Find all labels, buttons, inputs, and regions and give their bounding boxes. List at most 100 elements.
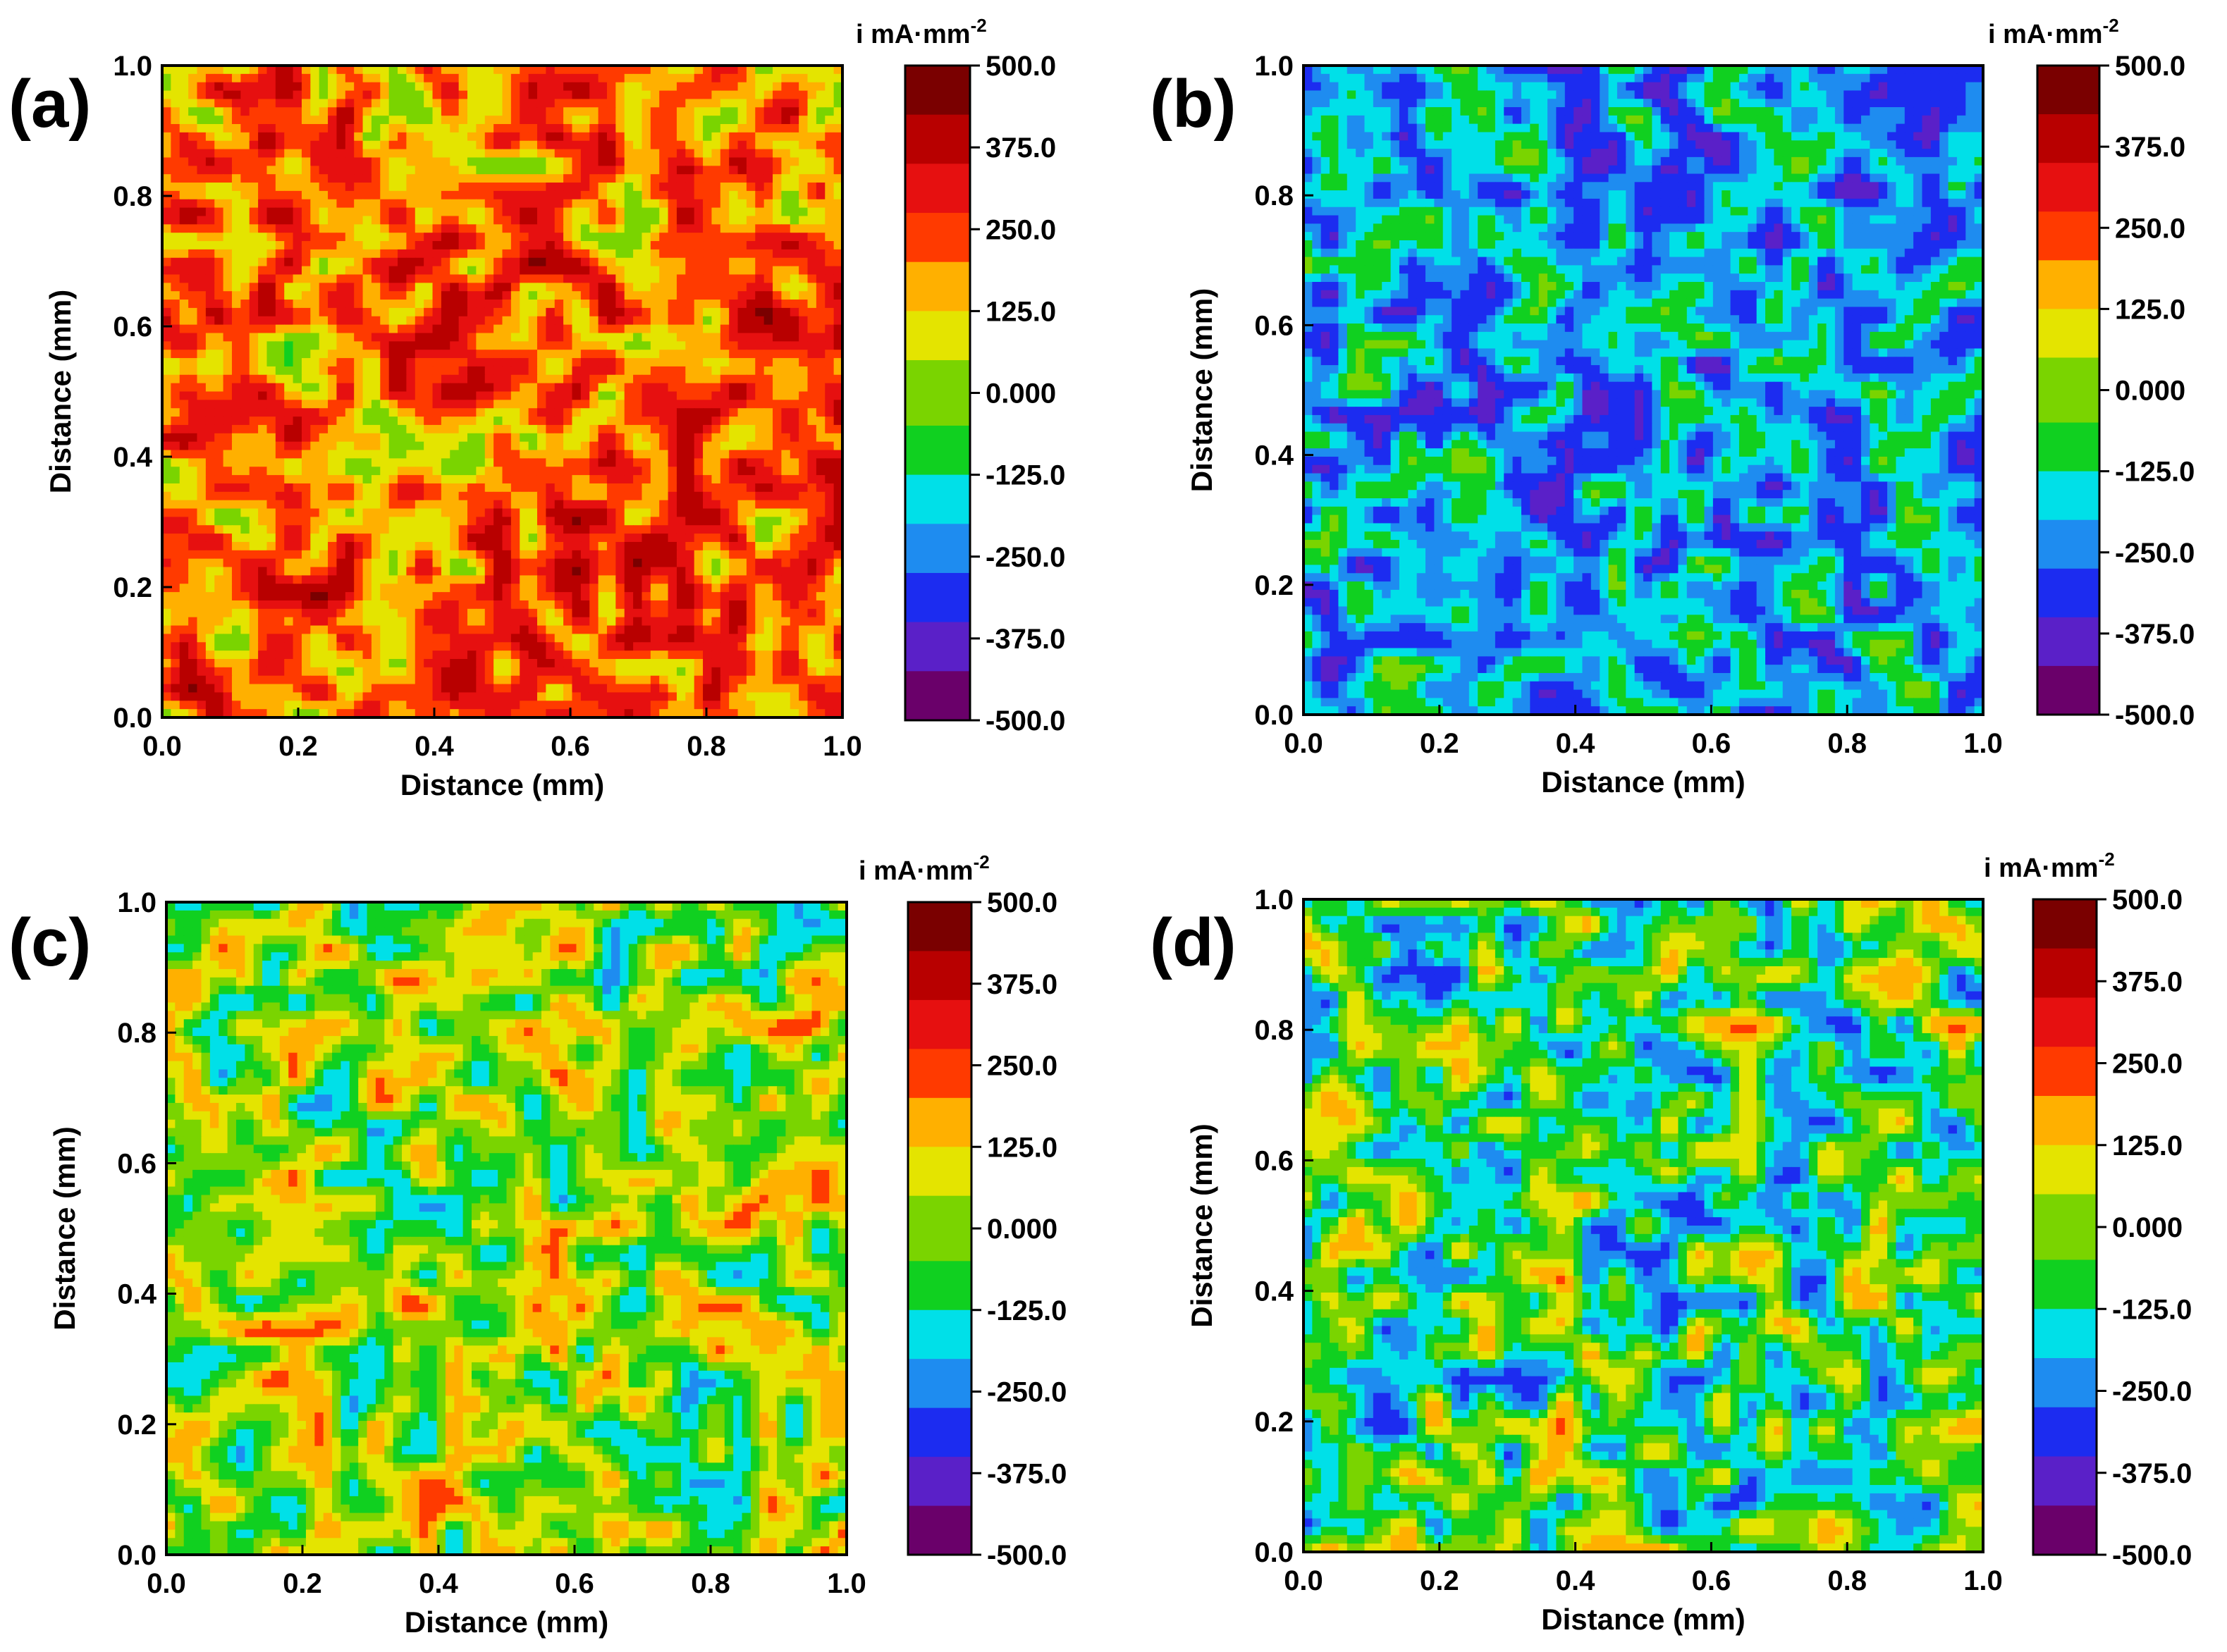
heatmap-cell xyxy=(301,458,311,467)
heatmap-cell xyxy=(589,157,599,166)
heatmap-cell xyxy=(598,433,608,443)
heatmap-cell xyxy=(197,90,207,100)
heatmap-cell xyxy=(676,216,686,225)
heatmap-cell xyxy=(694,458,704,467)
heatmap-cell xyxy=(502,541,512,551)
heatmap-cell xyxy=(493,366,503,376)
heatmap-cell xyxy=(388,249,398,259)
heatmap-cell xyxy=(179,366,189,376)
heatmap-cell xyxy=(536,66,546,75)
heatmap-cell xyxy=(275,199,285,209)
heatmap-cell xyxy=(380,124,390,133)
heatmap-cell xyxy=(825,525,835,534)
heatmap-cell xyxy=(441,257,450,267)
heatmap-cell xyxy=(415,107,424,116)
heatmap-cell xyxy=(536,157,546,166)
heatmap-field xyxy=(162,66,842,717)
heatmap-cell xyxy=(362,592,372,601)
heatmap-cell xyxy=(807,316,817,326)
heatmap-cell xyxy=(615,149,625,159)
heatmap-cell xyxy=(520,266,529,276)
heatmap-cell xyxy=(746,366,756,376)
heatmap-cell xyxy=(205,500,215,510)
heatmap-cell xyxy=(763,233,773,242)
heatmap-cell xyxy=(520,391,529,400)
heatmap-cell xyxy=(284,300,294,309)
heatmap-cell xyxy=(310,140,320,150)
heatmap-cell xyxy=(179,517,189,526)
heatmap-cell xyxy=(546,149,556,159)
heatmap-cell xyxy=(249,90,259,100)
heatmap-cell xyxy=(441,149,450,159)
heatmap-cell xyxy=(301,333,311,342)
heatmap-cell xyxy=(580,391,590,400)
heatmap-cell xyxy=(572,391,582,400)
heatmap-cell xyxy=(441,525,450,534)
heatmap-cell xyxy=(319,266,329,276)
heatmap-cell xyxy=(467,274,477,283)
heatmap-cell xyxy=(520,132,529,142)
heatmap-cell xyxy=(179,266,189,276)
heatmap-cell xyxy=(231,107,241,116)
heatmap-cell xyxy=(825,216,835,225)
heatmap-cell xyxy=(275,475,285,484)
heatmap-cell xyxy=(249,300,259,309)
heatmap-cell xyxy=(825,274,835,283)
heatmap-cell xyxy=(214,283,224,292)
heatmap-cell xyxy=(563,391,573,400)
heatmap-cell xyxy=(580,417,590,426)
heatmap-cell xyxy=(676,483,686,493)
heatmap-cell xyxy=(214,424,224,434)
heatmap-cell xyxy=(424,190,434,200)
heatmap-cell xyxy=(476,358,486,367)
heatmap-cell xyxy=(380,233,390,242)
heatmap-cell xyxy=(293,358,302,367)
heatmap-cell xyxy=(484,417,494,426)
heatmap-cell xyxy=(406,249,416,259)
heatmap-cell xyxy=(188,241,198,250)
heatmap-cell xyxy=(293,274,302,283)
heatmap-cell xyxy=(249,149,259,159)
heatmap-cell xyxy=(354,450,364,459)
heatmap-cell xyxy=(825,257,835,267)
heatmap-cell xyxy=(484,233,494,242)
heatmap-cell xyxy=(249,224,259,233)
heatmap-cell xyxy=(546,475,556,484)
heatmap-cell xyxy=(388,66,398,75)
heatmap-cell xyxy=(493,157,503,166)
heatmap-cell xyxy=(536,374,546,384)
heatmap-cell xyxy=(546,73,556,83)
heatmap-cell xyxy=(406,408,416,417)
heatmap-cell xyxy=(729,183,739,192)
heatmap-cell xyxy=(807,541,817,551)
heatmap-cell xyxy=(799,534,809,543)
heatmap-cell xyxy=(398,534,407,543)
heatmap-cell xyxy=(249,124,259,133)
heatmap-cell xyxy=(415,483,424,493)
heatmap-cell xyxy=(615,66,625,75)
heatmap-cell xyxy=(746,73,756,83)
heatmap-cell xyxy=(432,132,442,142)
heatmap-cell xyxy=(650,274,660,283)
heatmap-cell xyxy=(816,132,826,142)
heatmap-cell xyxy=(781,567,791,576)
heatmap-cell xyxy=(807,350,817,359)
heatmap-cell xyxy=(388,283,398,292)
heatmap-cell xyxy=(554,550,564,560)
heatmap-cell xyxy=(450,174,460,183)
heatmap-cell xyxy=(502,491,512,501)
heatmap-cell xyxy=(799,408,809,417)
heatmap-cell xyxy=(223,475,233,484)
heatmap-cell xyxy=(633,241,643,250)
heatmap-cell xyxy=(694,233,704,242)
heatmap-cell xyxy=(737,500,747,510)
heatmap-cell xyxy=(510,174,520,183)
heatmap-cell xyxy=(816,467,826,476)
heatmap-cell xyxy=(563,266,573,276)
heatmap-cell xyxy=(319,567,329,576)
heatmap-cell xyxy=(240,124,250,133)
heatmap-cell xyxy=(441,300,450,309)
heatmap-cell xyxy=(380,107,390,116)
heatmap-cell xyxy=(737,366,747,376)
heatmap-cell xyxy=(275,249,285,259)
